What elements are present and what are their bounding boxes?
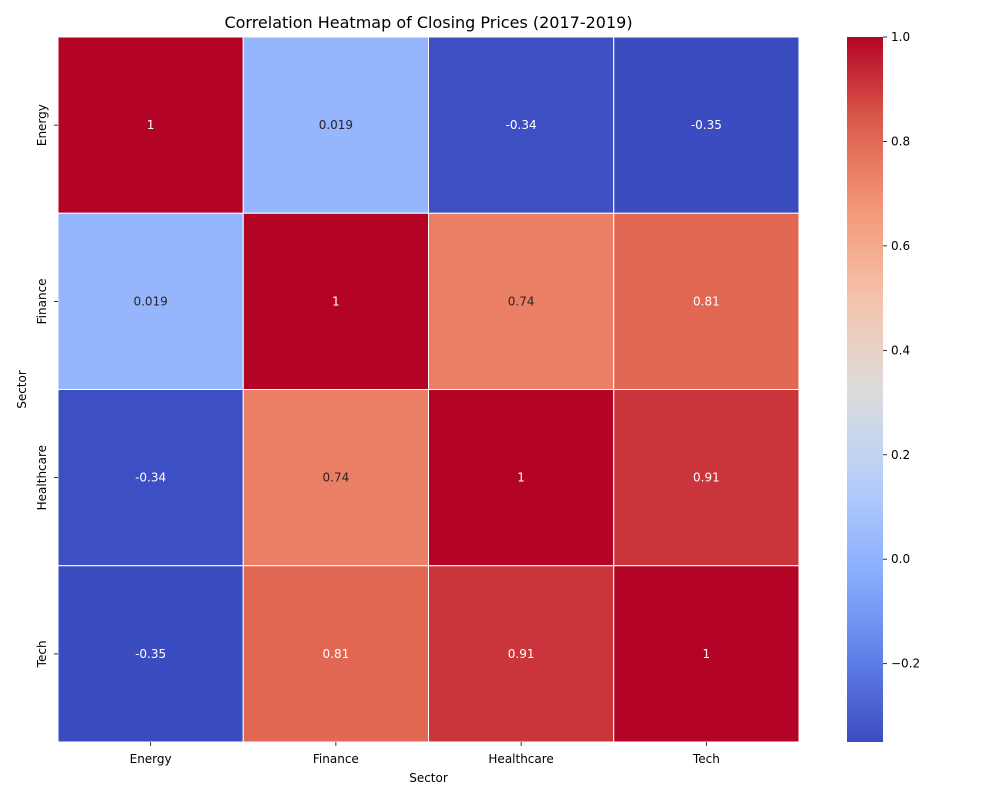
colorbar-ticks: 1.0 0.8 0.6 0.4 0.2 0.0 −0.2 [883,30,920,671]
heatmap-cell [57,565,244,743]
heatmap-cell [242,565,429,743]
cell-annotation: 0.019 [133,294,167,308]
x-tick-label: Finance [313,752,359,766]
heatmap-cell [613,389,800,567]
cell-annotation: 0.74 [323,471,350,485]
x-tick-label: Energy [130,752,172,766]
y-axis-ticks: Energy Finance Healthcare Tech [35,104,58,668]
cell-annotation: -0.34 [135,471,166,485]
y-tick-label: Energy [35,104,49,146]
heatmap-cell [57,212,244,390]
heatmap-cell [242,389,429,567]
cell-annotation: 1 [332,294,340,308]
y-tick-label: Healthcare [35,445,49,510]
cell-annotation: 0.91 [693,471,720,485]
cell-annotation: 0.81 [323,647,350,661]
x-axis-label: Sector [409,771,448,785]
cell-annotation: 1 [517,471,525,485]
cell-annotation: 0.74 [508,294,535,308]
heatmap-cell [428,565,615,743]
cell-annotation: -0.35 [135,647,166,661]
colorbar-tick-label: 1.0 [891,30,910,44]
heatmap-cell [613,565,800,743]
cell-annotation: 1 [147,118,155,132]
colorbar [847,37,883,742]
colorbar-tick-label: 0.4 [891,343,910,357]
colorbar-tick-label: 0.2 [891,448,910,462]
heatmap-cell [57,36,244,214]
heatmap-cell [428,36,615,214]
x-tick-label: Healthcare [488,752,553,766]
cell-annotation: -0.35 [691,118,722,132]
x-axis-ticks: Energy Finance Healthcare Tech [130,742,720,766]
heatmap-cell [613,36,800,214]
heatmap-cell [242,36,429,214]
heatmap-cell [242,212,429,390]
y-tick-label: Finance [35,278,49,324]
heatmap-cell [428,212,615,390]
cell-annotation: 0.91 [508,647,535,661]
cell-annotation: -0.34 [506,118,537,132]
colorbar-tick-label: 0.8 [891,134,910,148]
heatmap-cell [613,212,800,390]
chart-title: Correlation Heatmap of Closing Prices (2… [224,13,632,32]
colorbar-tick-label: −0.2 [891,657,920,671]
y-axis-label: Sector [15,370,29,409]
heatmap-cells: 1 0.019 -0.34 -0.35 0.019 1 0.74 0.81 -0.34 0.74 1… [57,36,800,743]
x-tick-label: Tech [692,752,720,766]
cell-annotation: 0.81 [693,294,720,308]
y-tick-label: Tech [35,640,49,668]
cell-annotation: 1 [703,647,711,661]
cell-annotation: 0.019 [319,118,353,132]
colorbar-tick-label: 0.6 [891,239,910,253]
colorbar-tick-label: 0.0 [891,552,910,566]
